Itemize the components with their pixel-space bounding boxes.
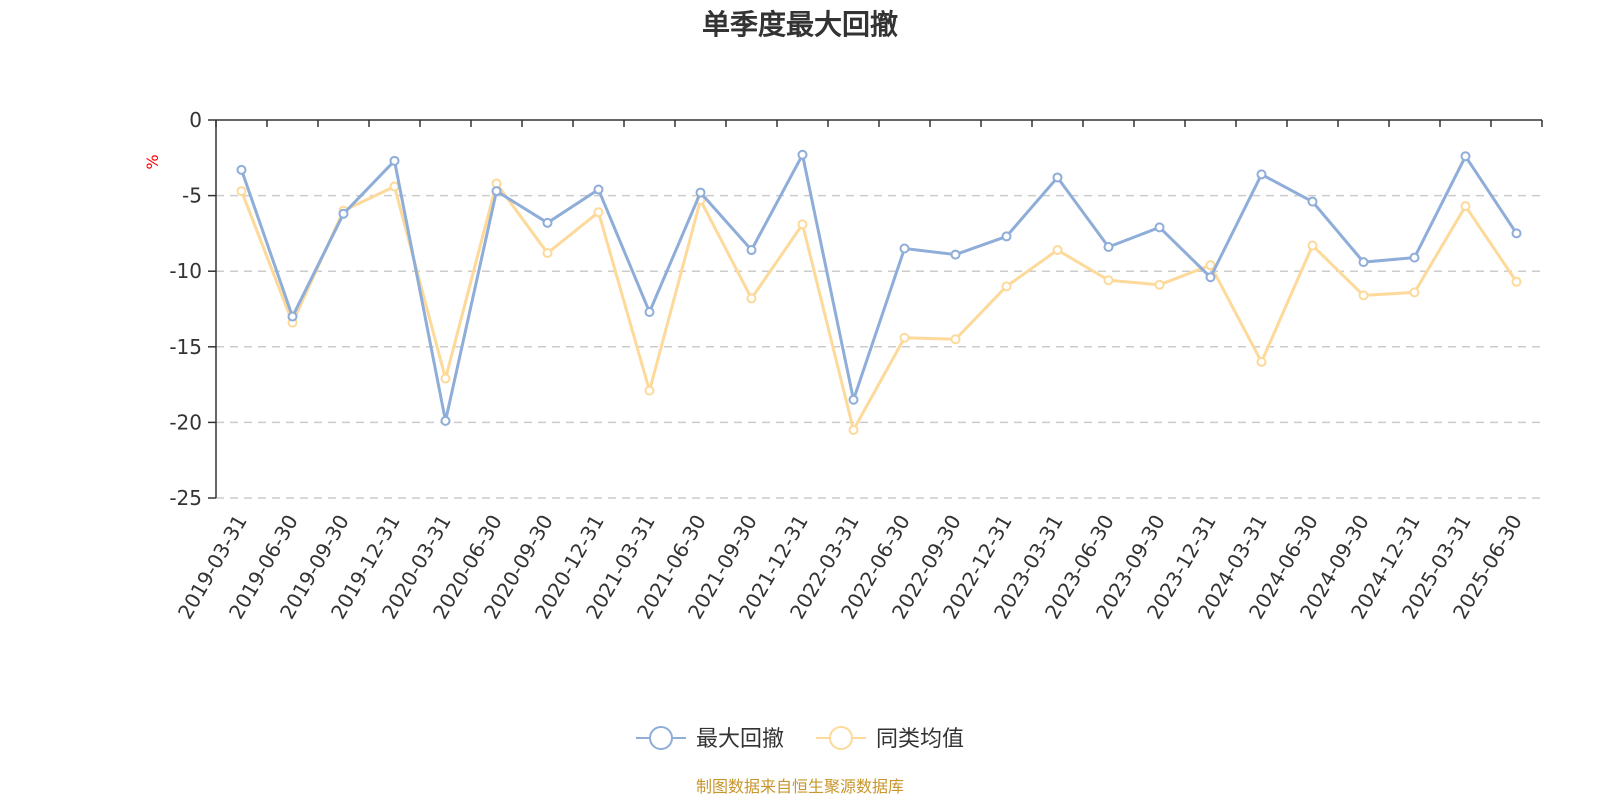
- data-point: [389, 155, 400, 166]
- data-point: [440, 373, 451, 384]
- y-tick-label: -15: [169, 335, 202, 359]
- data-point: [1001, 231, 1012, 242]
- data-point: [1256, 356, 1267, 367]
- data-point: [1511, 228, 1522, 239]
- y-tick-label: -10: [169, 259, 202, 283]
- data-point: [1358, 290, 1369, 301]
- data-source-note: 制图数据来自恒生聚源数据库: [696, 777, 904, 796]
- data-point: [746, 293, 757, 304]
- data-point: [491, 186, 502, 197]
- data-point: [1205, 272, 1216, 283]
- y-tick-label: -25: [169, 486, 202, 510]
- data-point: [236, 186, 247, 197]
- axes: [208, 119, 1543, 499]
- data-point: [950, 334, 961, 345]
- data-point: [644, 385, 655, 396]
- data-point: [1460, 201, 1471, 212]
- y-tick-label: 0: [189, 108, 202, 132]
- data-point: [1052, 172, 1063, 183]
- data-point: [899, 332, 910, 343]
- data-point: [797, 219, 808, 230]
- data-point: [1307, 240, 1318, 251]
- data-point: [746, 245, 757, 256]
- legend-label: 最大回撤: [696, 727, 784, 752]
- chart-title: 单季度最大回撤: [702, 8, 898, 41]
- data-point: [236, 164, 247, 175]
- y-tick-label: -5: [182, 184, 202, 208]
- y-tick-label: -20: [169, 410, 202, 434]
- data-point: [1205, 260, 1216, 271]
- data-point: [848, 424, 859, 435]
- data-point: [542, 248, 553, 259]
- data-point: [1052, 245, 1063, 256]
- data-point: [287, 311, 298, 322]
- data-point: [950, 249, 961, 260]
- data-point: [338, 208, 349, 219]
- data-point: [1511, 276, 1522, 287]
- data-point: [695, 187, 706, 198]
- data-point: [1103, 275, 1114, 286]
- legend-item[interactable]: 同类均值: [816, 726, 964, 752]
- data-point: [1307, 196, 1318, 207]
- data-point: [593, 184, 604, 195]
- legend-label: 同类均值: [876, 727, 964, 752]
- y-axis-unit: %: [143, 154, 162, 169]
- data-point: [1001, 281, 1012, 292]
- data-point: [1358, 257, 1369, 268]
- series-line: [240, 182, 1518, 432]
- data-point: [644, 307, 655, 318]
- data-point: [389, 181, 400, 192]
- data-point: [899, 243, 910, 254]
- data-point: [1256, 169, 1267, 180]
- series-lines: [236, 149, 1522, 435]
- legend-marker: [829, 726, 853, 750]
- legend[interactable]: 最大回撤 同类均值: [636, 726, 964, 752]
- data-point: [593, 207, 604, 218]
- legend-marker: [649, 726, 673, 750]
- x-tick-labels: 2019-03-312019-06-302019-09-302019-12-31…: [173, 511, 1527, 624]
- y-tick-labels: 0 -5 -10 -15 -20 -25: [169, 108, 202, 510]
- series-line: [240, 153, 1518, 423]
- data-point: [1409, 252, 1420, 263]
- data-point: [1154, 279, 1165, 290]
- data-point: [848, 394, 859, 405]
- data-point: [440, 415, 451, 426]
- data-point: [1103, 242, 1114, 253]
- legend-item[interactable]: 最大回撤: [636, 726, 784, 752]
- data-point: [1154, 222, 1165, 233]
- data-point: [1409, 287, 1420, 298]
- gridlines: [216, 194, 1542, 499]
- data-point: [1460, 151, 1471, 162]
- data-point: [797, 149, 808, 160]
- data-point: [542, 217, 553, 228]
